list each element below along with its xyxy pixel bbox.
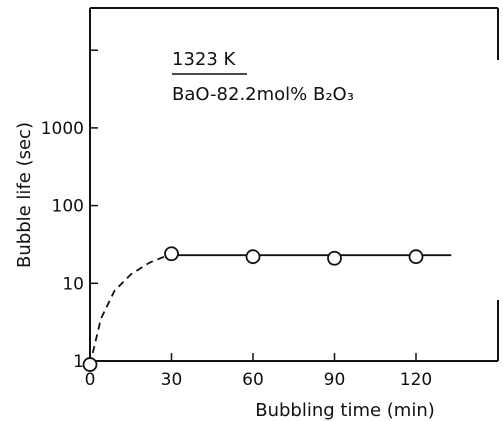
temperature-label: 1323 K [172,49,237,70]
x-tick-label: 120 [400,370,432,390]
x-tick-label: 60 [242,370,264,390]
annotation: 1323 K BaO-82.2mol% B₂O₃ [172,49,354,105]
fit-curves [89,252,452,365]
x-tick-label: 0 [85,370,96,390]
x-tick-label: 30 [161,370,183,390]
data-point [164,246,179,262]
y-tick-label: 1000 [41,119,84,139]
x-tick-label: 90 [324,370,346,390]
x-axis-ticks: 0 30 60 90 120 [85,353,432,390]
x-axis-label: Bubbling time (min) [255,400,435,421]
data-points [82,246,424,372]
y-axis-label: Bubble life (sec) [14,122,35,268]
dashed-curve [89,252,172,365]
y-tick-label: 1 [73,352,84,372]
data-point [245,249,261,265]
data-point [82,357,98,372]
composition-label: BaO-82.2mol% B₂O₃ [172,84,354,105]
y-tick-label: 10 [62,274,84,294]
data-point [327,250,342,266]
y-tick-label: 100 [52,197,84,217]
data-point [408,249,424,265]
y-axis-ticks: 1 10 100 1000 [41,49,98,372]
axes-frame [89,7,499,362]
